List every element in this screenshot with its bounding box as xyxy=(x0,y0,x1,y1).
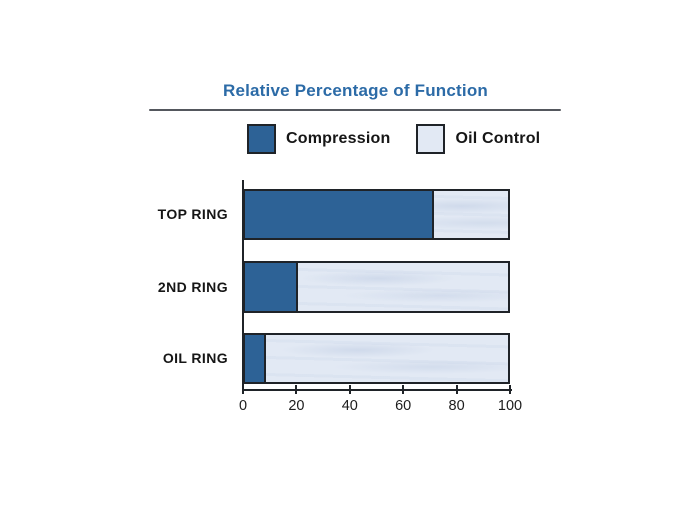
oil-control-segment xyxy=(434,191,508,238)
bar-row-top-ring xyxy=(243,189,510,240)
compression-color-swatch xyxy=(247,124,276,154)
x-axis-line xyxy=(242,389,512,391)
category-label-oil-ring: OIL RING xyxy=(162,350,228,366)
bar-row-2nd-ring xyxy=(243,261,510,313)
x-tick-label-0: 0 xyxy=(238,398,248,414)
x-tick-20 xyxy=(295,385,298,394)
legend-item-oil-control: Oil Control xyxy=(416,124,540,154)
x-tick-label-60: 60 xyxy=(395,398,412,414)
x-tick-80 xyxy=(455,385,458,394)
oil-control-segment xyxy=(297,263,509,311)
legend-label-oil-control: Oil Control xyxy=(455,130,541,147)
category-label-top-ring: TOP RING xyxy=(157,206,228,222)
compression-segment xyxy=(245,263,298,311)
x-tick-60 xyxy=(402,385,405,394)
chart-title: Relative Percentage of Function xyxy=(222,81,489,100)
legend-label-compression: Compression xyxy=(286,130,391,147)
compression-segment xyxy=(245,191,435,238)
legend: Compression Oil Control xyxy=(247,124,540,154)
x-tick-40 xyxy=(348,385,351,394)
x-tick-label-100: 100 xyxy=(497,398,523,414)
x-tick-label-20: 20 xyxy=(288,398,305,414)
compression-segment xyxy=(245,335,267,382)
plot-area: 0 20 40 60 80 100 xyxy=(239,180,522,420)
title-underline xyxy=(149,109,561,111)
x-tick-100 xyxy=(509,385,511,394)
oil-control-segment xyxy=(266,335,508,382)
x-tick-label-40: 40 xyxy=(341,398,358,414)
bar-row-oil-ring xyxy=(243,333,510,384)
legend-item-compression: Compression xyxy=(247,124,390,154)
category-label-2nd-ring: 2ND RING xyxy=(157,279,228,295)
oil-control-color-swatch xyxy=(416,124,446,154)
x-tick-label-80: 80 xyxy=(448,398,465,414)
x-tick-0 xyxy=(242,385,244,394)
